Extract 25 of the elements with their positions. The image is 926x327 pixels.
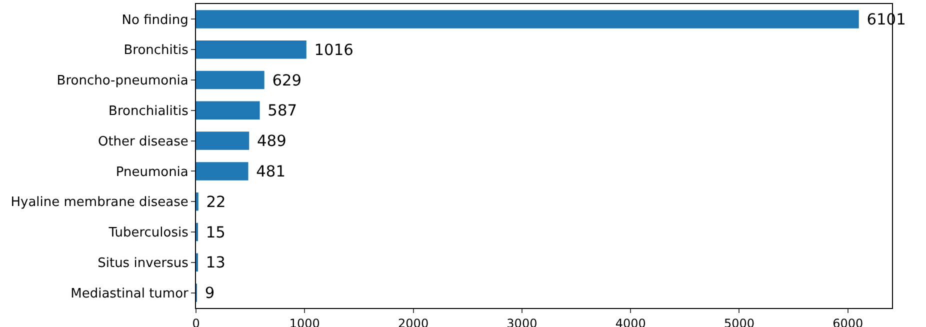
data-label: 587 (262, 102, 297, 120)
data-label: 1016 (309, 40, 354, 59)
data-label: 629 (267, 71, 302, 90)
y-tick-label: Bronchitis (124, 43, 189, 58)
bar (196, 101, 260, 120)
bar (196, 132, 250, 150)
y-tick-label: Broncho-pneumonia (56, 74, 188, 89)
y-tick-label: Bronchialitis (108, 104, 189, 119)
data-label: 489 (252, 132, 286, 150)
data-label: 13 (201, 254, 226, 272)
data-label: 481 (251, 162, 286, 180)
y-tick-label: Mediastinal tumor (70, 286, 190, 302)
data-label: 22 (201, 192, 226, 211)
bar (196, 40, 306, 59)
data-label: 15 (201, 223, 226, 242)
y-tick-label: Situs inversus (98, 256, 189, 271)
data-label: 9 (200, 284, 215, 302)
y-tick-label: Other disease (98, 134, 188, 150)
y-tick-label: Hyaline membrane disease (10, 195, 188, 210)
bar (196, 70, 264, 90)
y-tick-label: No finding (122, 12, 188, 28)
bar (196, 162, 248, 180)
y-tick-label: Pneumonia (116, 164, 188, 180)
bar (196, 10, 859, 28)
y-tick-label: Tuberculosis (108, 226, 189, 241)
